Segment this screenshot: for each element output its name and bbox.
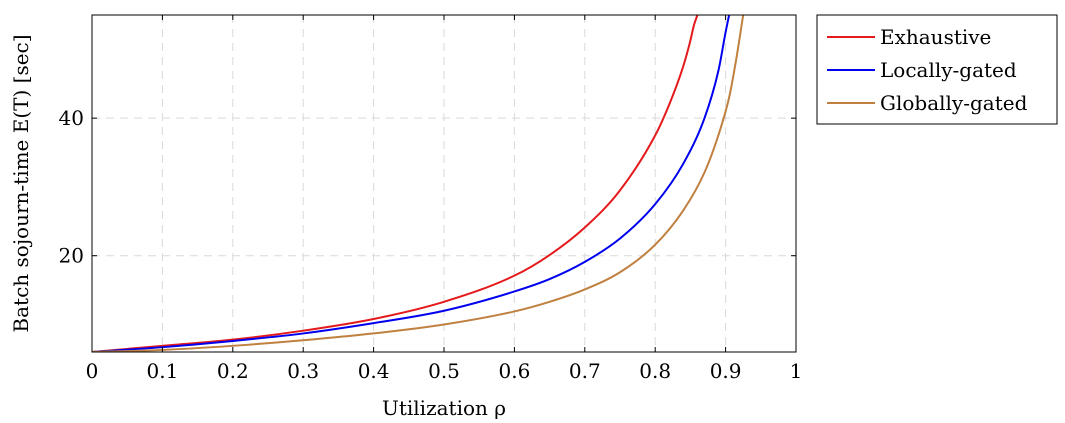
x-tick-label: 0.6 <box>498 359 530 383</box>
x-tick-label: 1 <box>790 359 803 383</box>
legend: Exhaustive Locally-gated Globally-gated <box>816 14 1058 125</box>
series-line-exhaustive <box>92 15 699 352</box>
tick-layer: 0 0.1 0.2 0.3 0.4 0.5 0.6 0.7 0.8 0.9 1 20 40 <box>59 15 803 383</box>
legend-label-locally-gated: Locally-gated <box>880 58 1017 82</box>
legend-label-globally-gated: Globally-gated <box>880 91 1028 115</box>
legend-label-exhaustive: Exhaustive <box>880 25 991 49</box>
x-axis-title: Utilization ρ <box>382 396 506 420</box>
x-tick-label: 0.4 <box>358 359 390 383</box>
x-tick-label: 0.7 <box>569 359 601 383</box>
x-tick-label: 0 <box>86 359 99 383</box>
x-tick-label: 0.8 <box>639 359 671 383</box>
x-tick-label: 0.3 <box>287 359 319 383</box>
y-axis-title: Batch sojourn-time E(T) [sec] <box>9 34 33 332</box>
x-tick-label: 0.5 <box>428 359 460 383</box>
x-tick-label: 0.9 <box>710 359 742 383</box>
y-tick-label: 40 <box>59 106 84 130</box>
series-line-globally-gated <box>92 15 745 352</box>
series-layer <box>92 15 745 352</box>
series-line-locally-gated <box>92 15 731 352</box>
x-tick-label: 0.2 <box>217 359 249 383</box>
grid-layer <box>92 15 796 352</box>
y-tick-label: 20 <box>59 244 84 268</box>
x-tick-label: 0.1 <box>146 359 178 383</box>
